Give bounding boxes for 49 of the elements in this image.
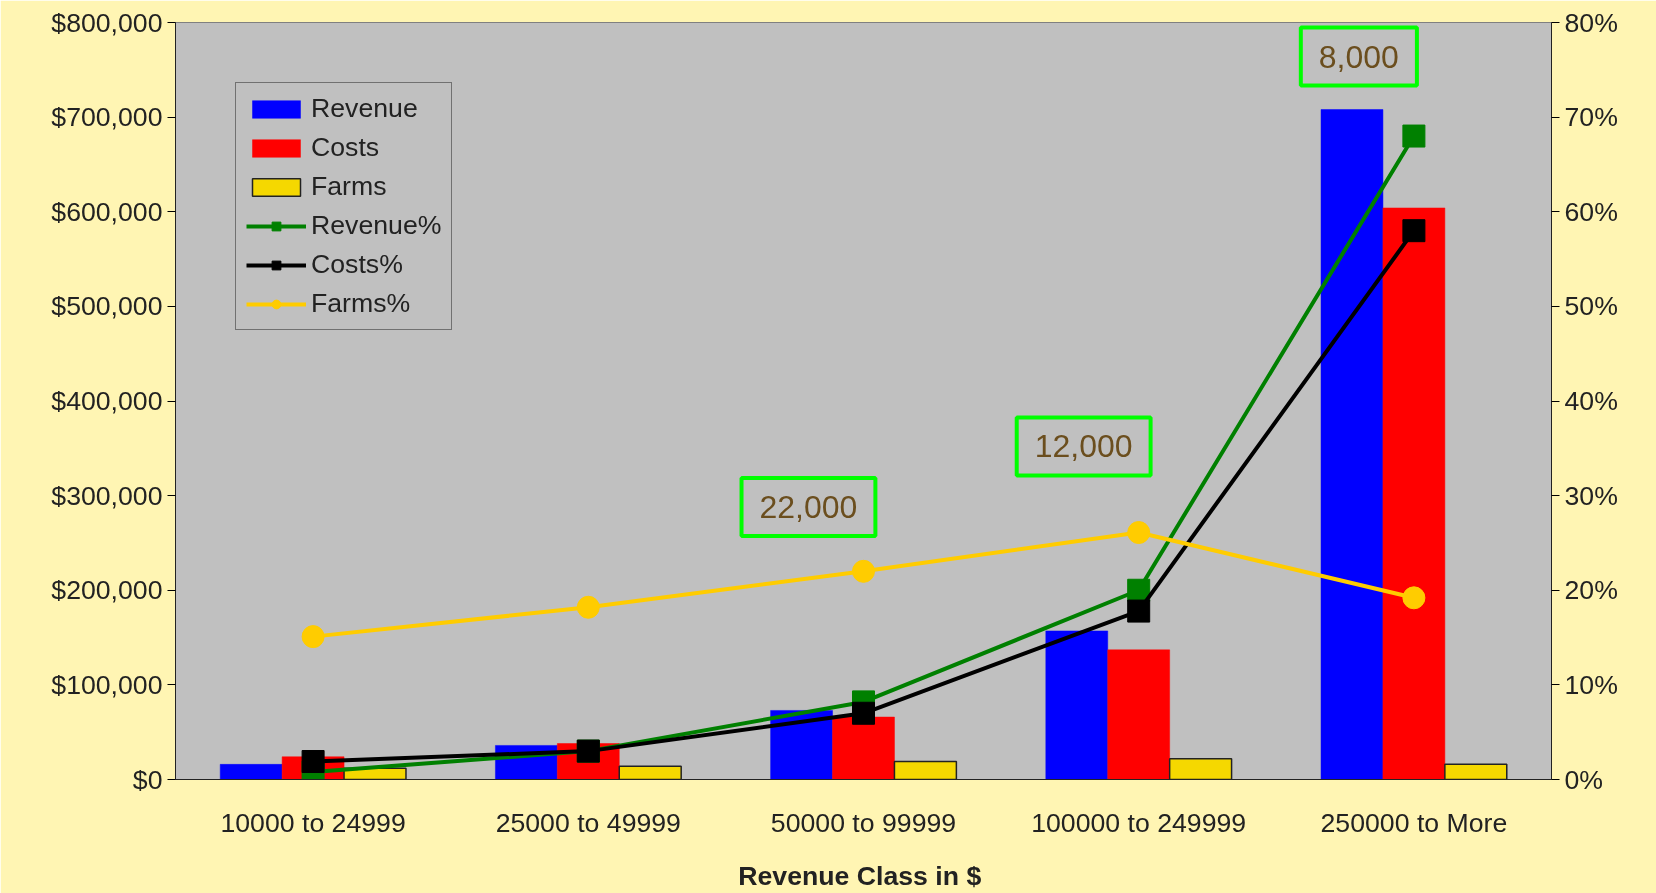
- bar: [832, 716, 895, 780]
- y2-tick-label: 70%: [1564, 102, 1618, 133]
- y-tick-label: $400,000: [51, 386, 163, 416]
- y2-tick-label: 30%: [1564, 480, 1618, 511]
- y2-tick-label: 60%: [1564, 196, 1618, 227]
- y2-tick-label: 0%: [1564, 764, 1604, 795]
- legend-label: Costs%: [311, 249, 403, 280]
- point: [1402, 219, 1426, 243]
- bar: [1320, 109, 1384, 780]
- legend-label: Farms: [311, 171, 387, 202]
- y2-tick-label: 40%: [1564, 386, 1618, 416]
- annotation: 22,000: [759, 488, 858, 525]
- y-tick-label: $800,000: [51, 7, 163, 38]
- legend-label: Costs: [311, 132, 380, 163]
- point: [852, 559, 875, 583]
- y-tick-label: $700,000: [51, 102, 163, 133]
- legend-label: Farms%: [311, 288, 411, 319]
- y-tick-label: $500,000: [51, 291, 163, 322]
- point: [1402, 124, 1426, 148]
- x-axis-title: Revenue Class in $: [738, 860, 982, 891]
- point: [1127, 599, 1151, 623]
- y2-tick-label: 80%: [1564, 7, 1618, 38]
- y2-tick-label: 10%: [1564, 669, 1618, 700]
- y-tick-label: $600,000: [51, 196, 163, 227]
- legend-label: Revenue%: [311, 210, 442, 241]
- annotation: 8,000: [1318, 38, 1399, 75]
- point: [1402, 586, 1426, 610]
- y-tick-label: $200,000: [51, 575, 163, 606]
- y-tick-label: $100,000: [51, 669, 163, 700]
- annotation: 12,000: [1034, 428, 1133, 465]
- x-tick-label: 25000 to 49999: [495, 807, 681, 838]
- bar: [1045, 630, 1108, 780]
- y-tick-label: $300,000: [51, 480, 163, 511]
- bar: [1382, 207, 1446, 780]
- bar: [219, 764, 283, 780]
- point: [852, 701, 875, 725]
- x-tick-label: 250000 to More: [1320, 807, 1508, 838]
- x-tick-label: 50000 to 99999: [770, 807, 957, 838]
- y-tick-label: $0: [132, 764, 163, 795]
- bar: [1107, 649, 1170, 780]
- point: [301, 625, 325, 649]
- x-tick-label: 100000 to 249999: [1031, 807, 1247, 838]
- x-tick-label: 10000 to 24999: [220, 807, 406, 838]
- point: [576, 595, 600, 619]
- y2-tick-label: 20%: [1564, 575, 1618, 606]
- point: [301, 750, 325, 774]
- y2-tick-label: 50%: [1564, 291, 1618, 322]
- point: [1127, 521, 1151, 545]
- legend-label: Revenue: [311, 93, 418, 124]
